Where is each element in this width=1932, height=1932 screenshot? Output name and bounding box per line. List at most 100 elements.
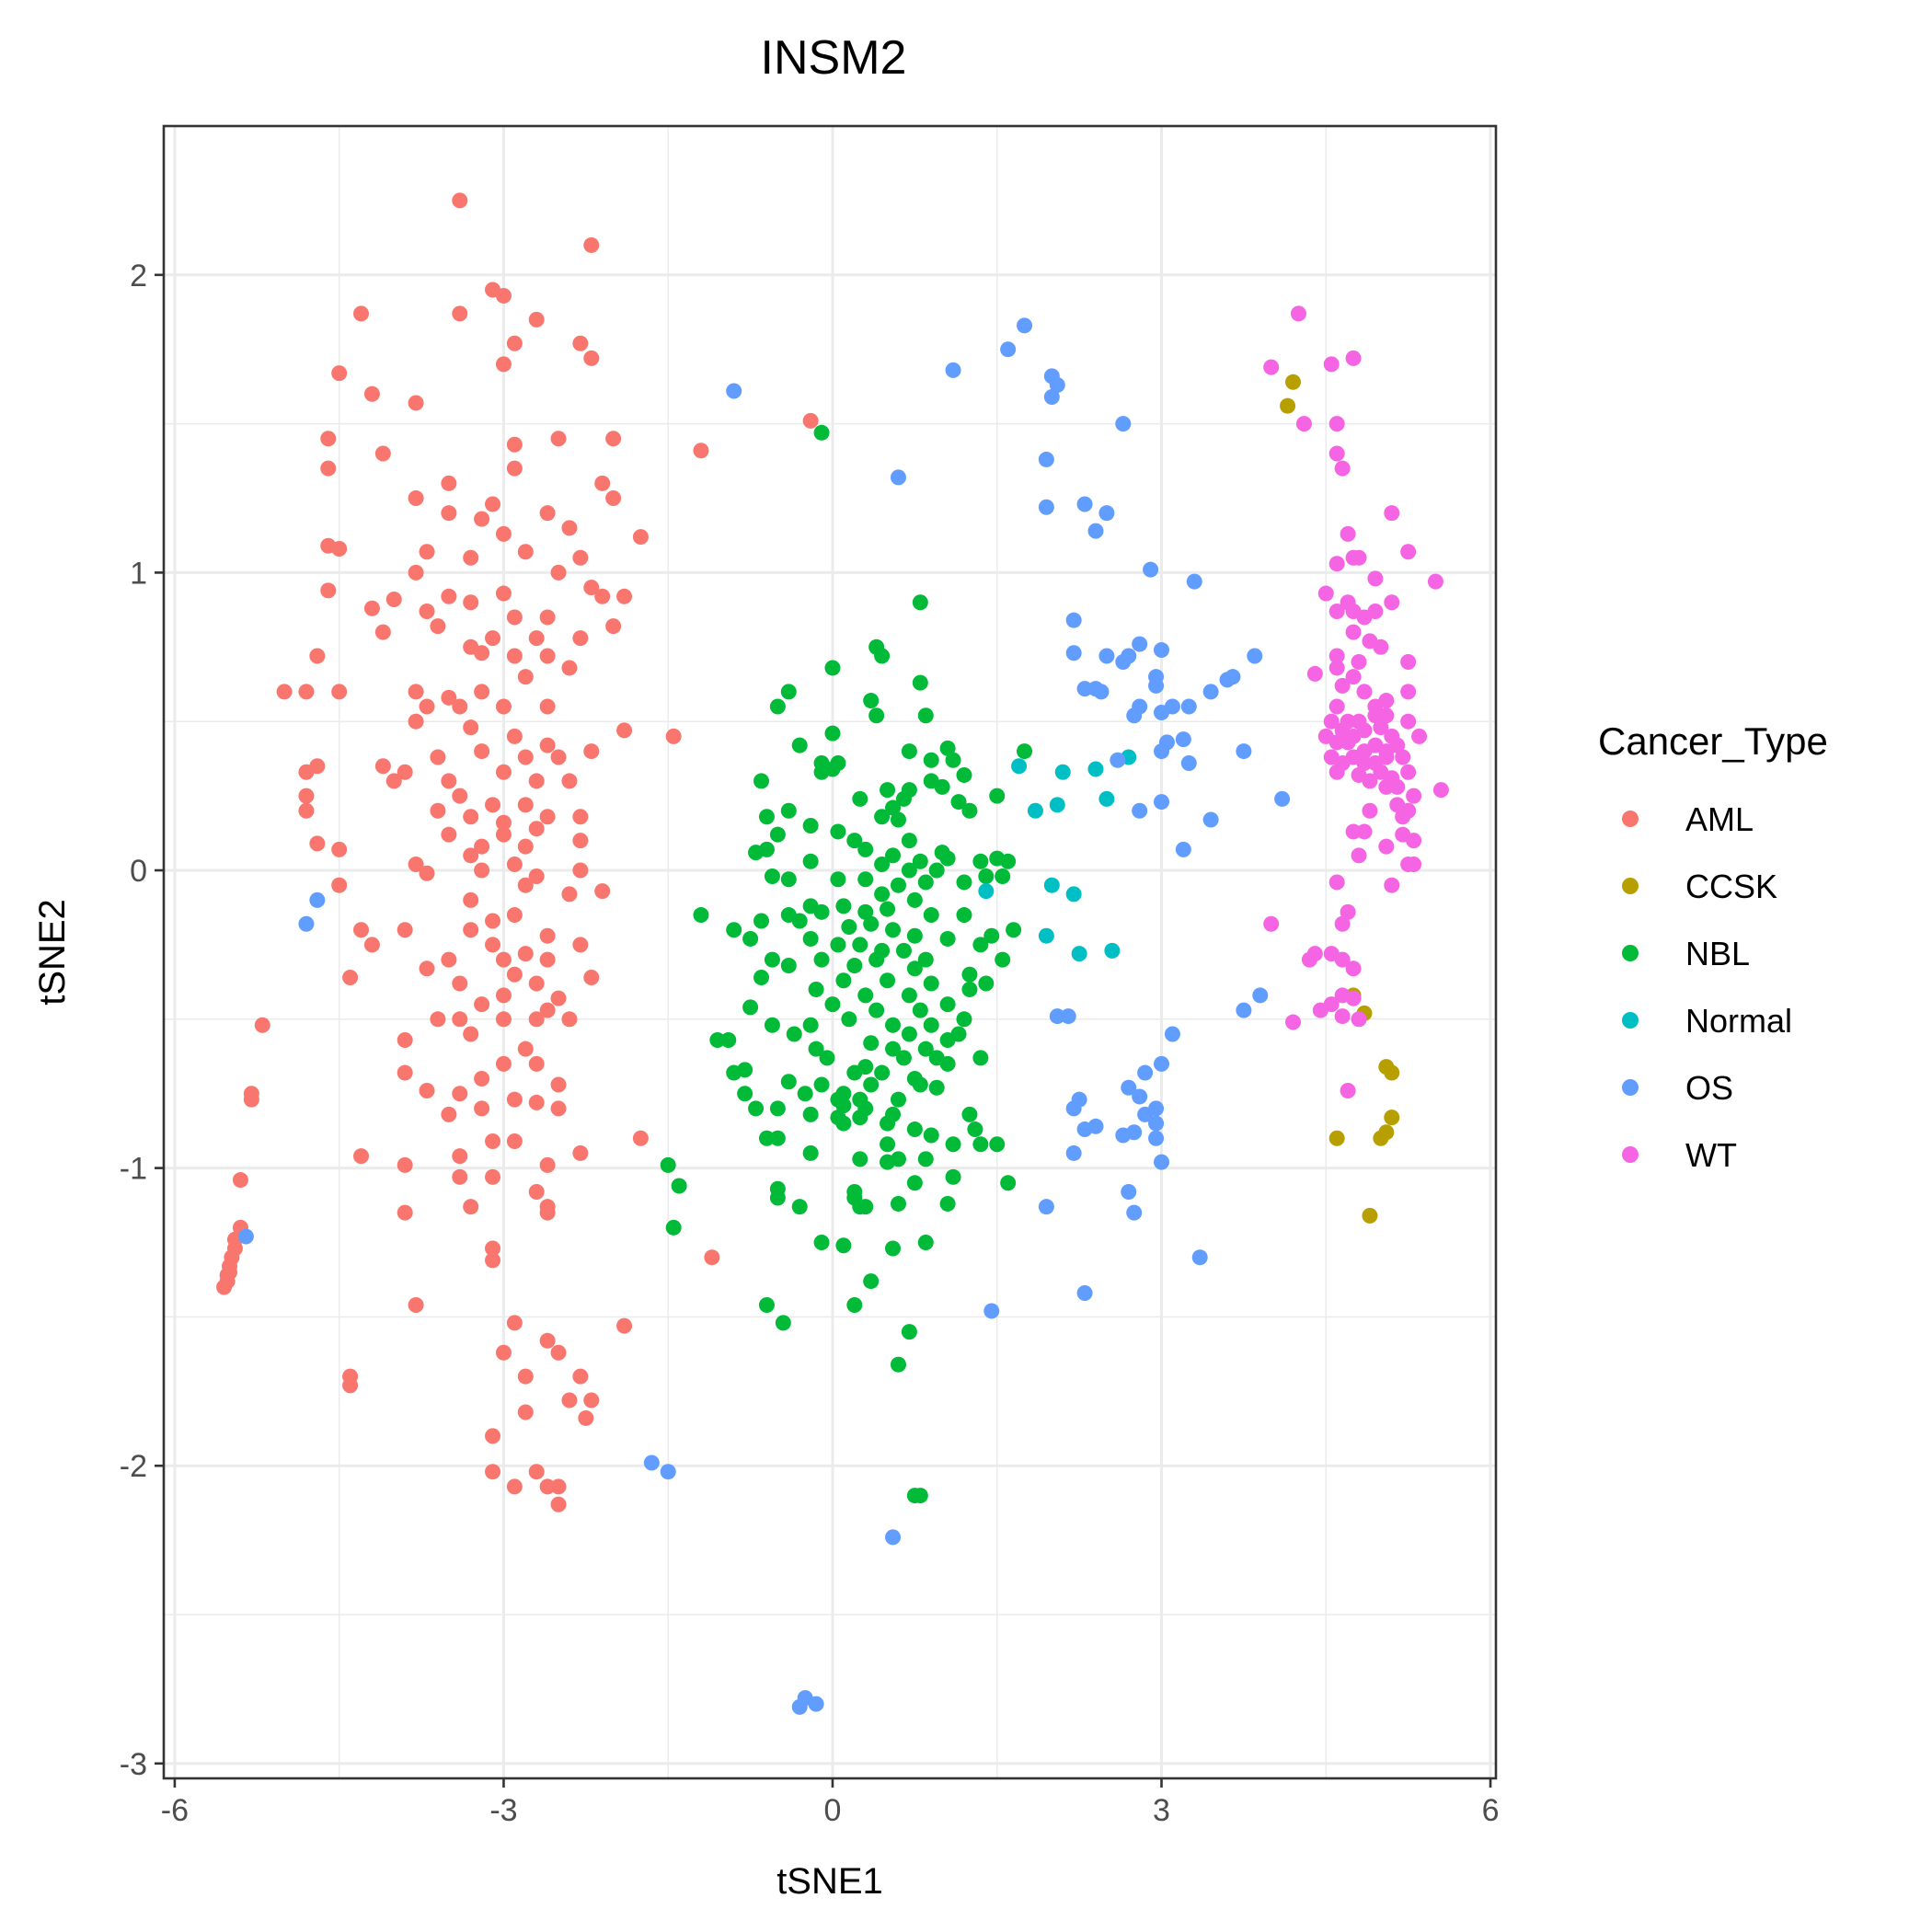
legend-label: WT	[1685, 1136, 1737, 1174]
data-point	[320, 582, 337, 599]
data-point	[550, 990, 567, 1006]
data-point	[528, 1011, 545, 1028]
data-point	[1328, 660, 1345, 676]
data-point	[1362, 802, 1378, 819]
data-point	[1356, 684, 1373, 700]
data-point	[885, 1240, 902, 1257]
data-point	[868, 1002, 885, 1018]
y-tick-label: 0	[130, 854, 147, 889]
data-point	[835, 898, 852, 914]
data-point	[1236, 1002, 1252, 1018]
legend-title: Cancer_Type	[1598, 719, 1828, 763]
data-point	[726, 922, 742, 938]
data-point	[517, 749, 534, 765]
data-point	[594, 588, 611, 604]
y-tick-label: -2	[120, 1449, 147, 1484]
data-point	[1076, 681, 1093, 697]
data-point	[868, 707, 885, 724]
data-point	[539, 698, 556, 715]
data-point	[1148, 1115, 1165, 1132]
data-point	[791, 1199, 808, 1215]
data-point	[742, 999, 759, 1016]
data-point	[561, 886, 578, 903]
data-point	[550, 1496, 567, 1512]
data-point	[495, 356, 512, 373]
data-point	[1400, 684, 1417, 700]
data-point	[895, 942, 912, 959]
data-point	[495, 287, 512, 304]
data-point	[665, 728, 682, 744]
data-point	[802, 412, 819, 429]
data-point	[1378, 838, 1395, 855]
data-point	[517, 1404, 534, 1420]
x-axis-label: tSNE1	[776, 1861, 883, 1902]
data-point	[495, 1011, 512, 1028]
y-tick-label: -3	[120, 1747, 147, 1782]
data-point	[1378, 693, 1395, 709]
data-point	[863, 1076, 880, 1093]
data-point	[1340, 903, 1356, 920]
data-point	[485, 1168, 501, 1185]
data-point	[1154, 704, 1170, 720]
legend-label: Normal	[1685, 1002, 1792, 1040]
data-point	[616, 722, 633, 739]
data-point	[1076, 496, 1093, 512]
data-point	[972, 853, 989, 869]
data-point	[841, 1011, 857, 1028]
data-point	[939, 930, 956, 947]
data-point	[983, 927, 1000, 944]
data-point	[474, 511, 490, 527]
data-point	[1367, 570, 1384, 587]
data-point	[1104, 942, 1121, 959]
data-point	[906, 1121, 923, 1138]
legend-key	[1622, 811, 1639, 827]
data-point	[1328, 1130, 1345, 1146]
data-point	[874, 886, 891, 903]
series-ccsk	[1280, 374, 1400, 1224]
data-point	[890, 469, 906, 486]
data-point	[912, 1488, 928, 1504]
data-point	[506, 1315, 523, 1331]
data-point	[841, 918, 857, 935]
data-point	[961, 1106, 978, 1122]
data-point	[830, 937, 846, 953]
data-point	[1071, 946, 1087, 962]
data-point	[506, 1478, 523, 1495]
data-point	[917, 1235, 934, 1251]
data-point	[972, 1050, 989, 1066]
data-point	[1389, 778, 1406, 795]
data-point	[583, 1392, 600, 1409]
data-point	[430, 802, 446, 819]
data-point	[1263, 915, 1280, 932]
data-point	[572, 833, 589, 849]
data-point	[1384, 877, 1400, 893]
data-point	[1154, 1154, 1170, 1170]
data-point	[797, 1086, 813, 1102]
data-point	[824, 996, 841, 1013]
data-point	[517, 797, 534, 813]
data-point	[780, 684, 797, 700]
data-point	[419, 960, 435, 977]
data-point	[780, 1074, 797, 1090]
data-point	[506, 857, 523, 873]
legend-label: CCSK	[1685, 868, 1777, 905]
data-point	[474, 996, 490, 1013]
data-point	[737, 1086, 753, 1102]
data-point	[408, 713, 424, 730]
data-point	[363, 937, 380, 953]
data-point	[528, 868, 545, 884]
data-point	[874, 809, 891, 825]
data-point	[764, 1017, 780, 1033]
data-point	[1345, 669, 1362, 685]
data-point	[1406, 833, 1422, 849]
data-point	[1132, 636, 1148, 652]
data-point	[1373, 638, 1389, 655]
data-point	[665, 1219, 682, 1236]
data-point	[880, 1136, 896, 1153]
data-point	[583, 236, 600, 253]
data-point	[1328, 556, 1345, 572]
data-point	[539, 737, 556, 753]
data-point	[495, 698, 512, 715]
data-point	[572, 335, 589, 351]
legend-items: AML CCSK NBL Normal OS WT	[1622, 800, 1792, 1174]
